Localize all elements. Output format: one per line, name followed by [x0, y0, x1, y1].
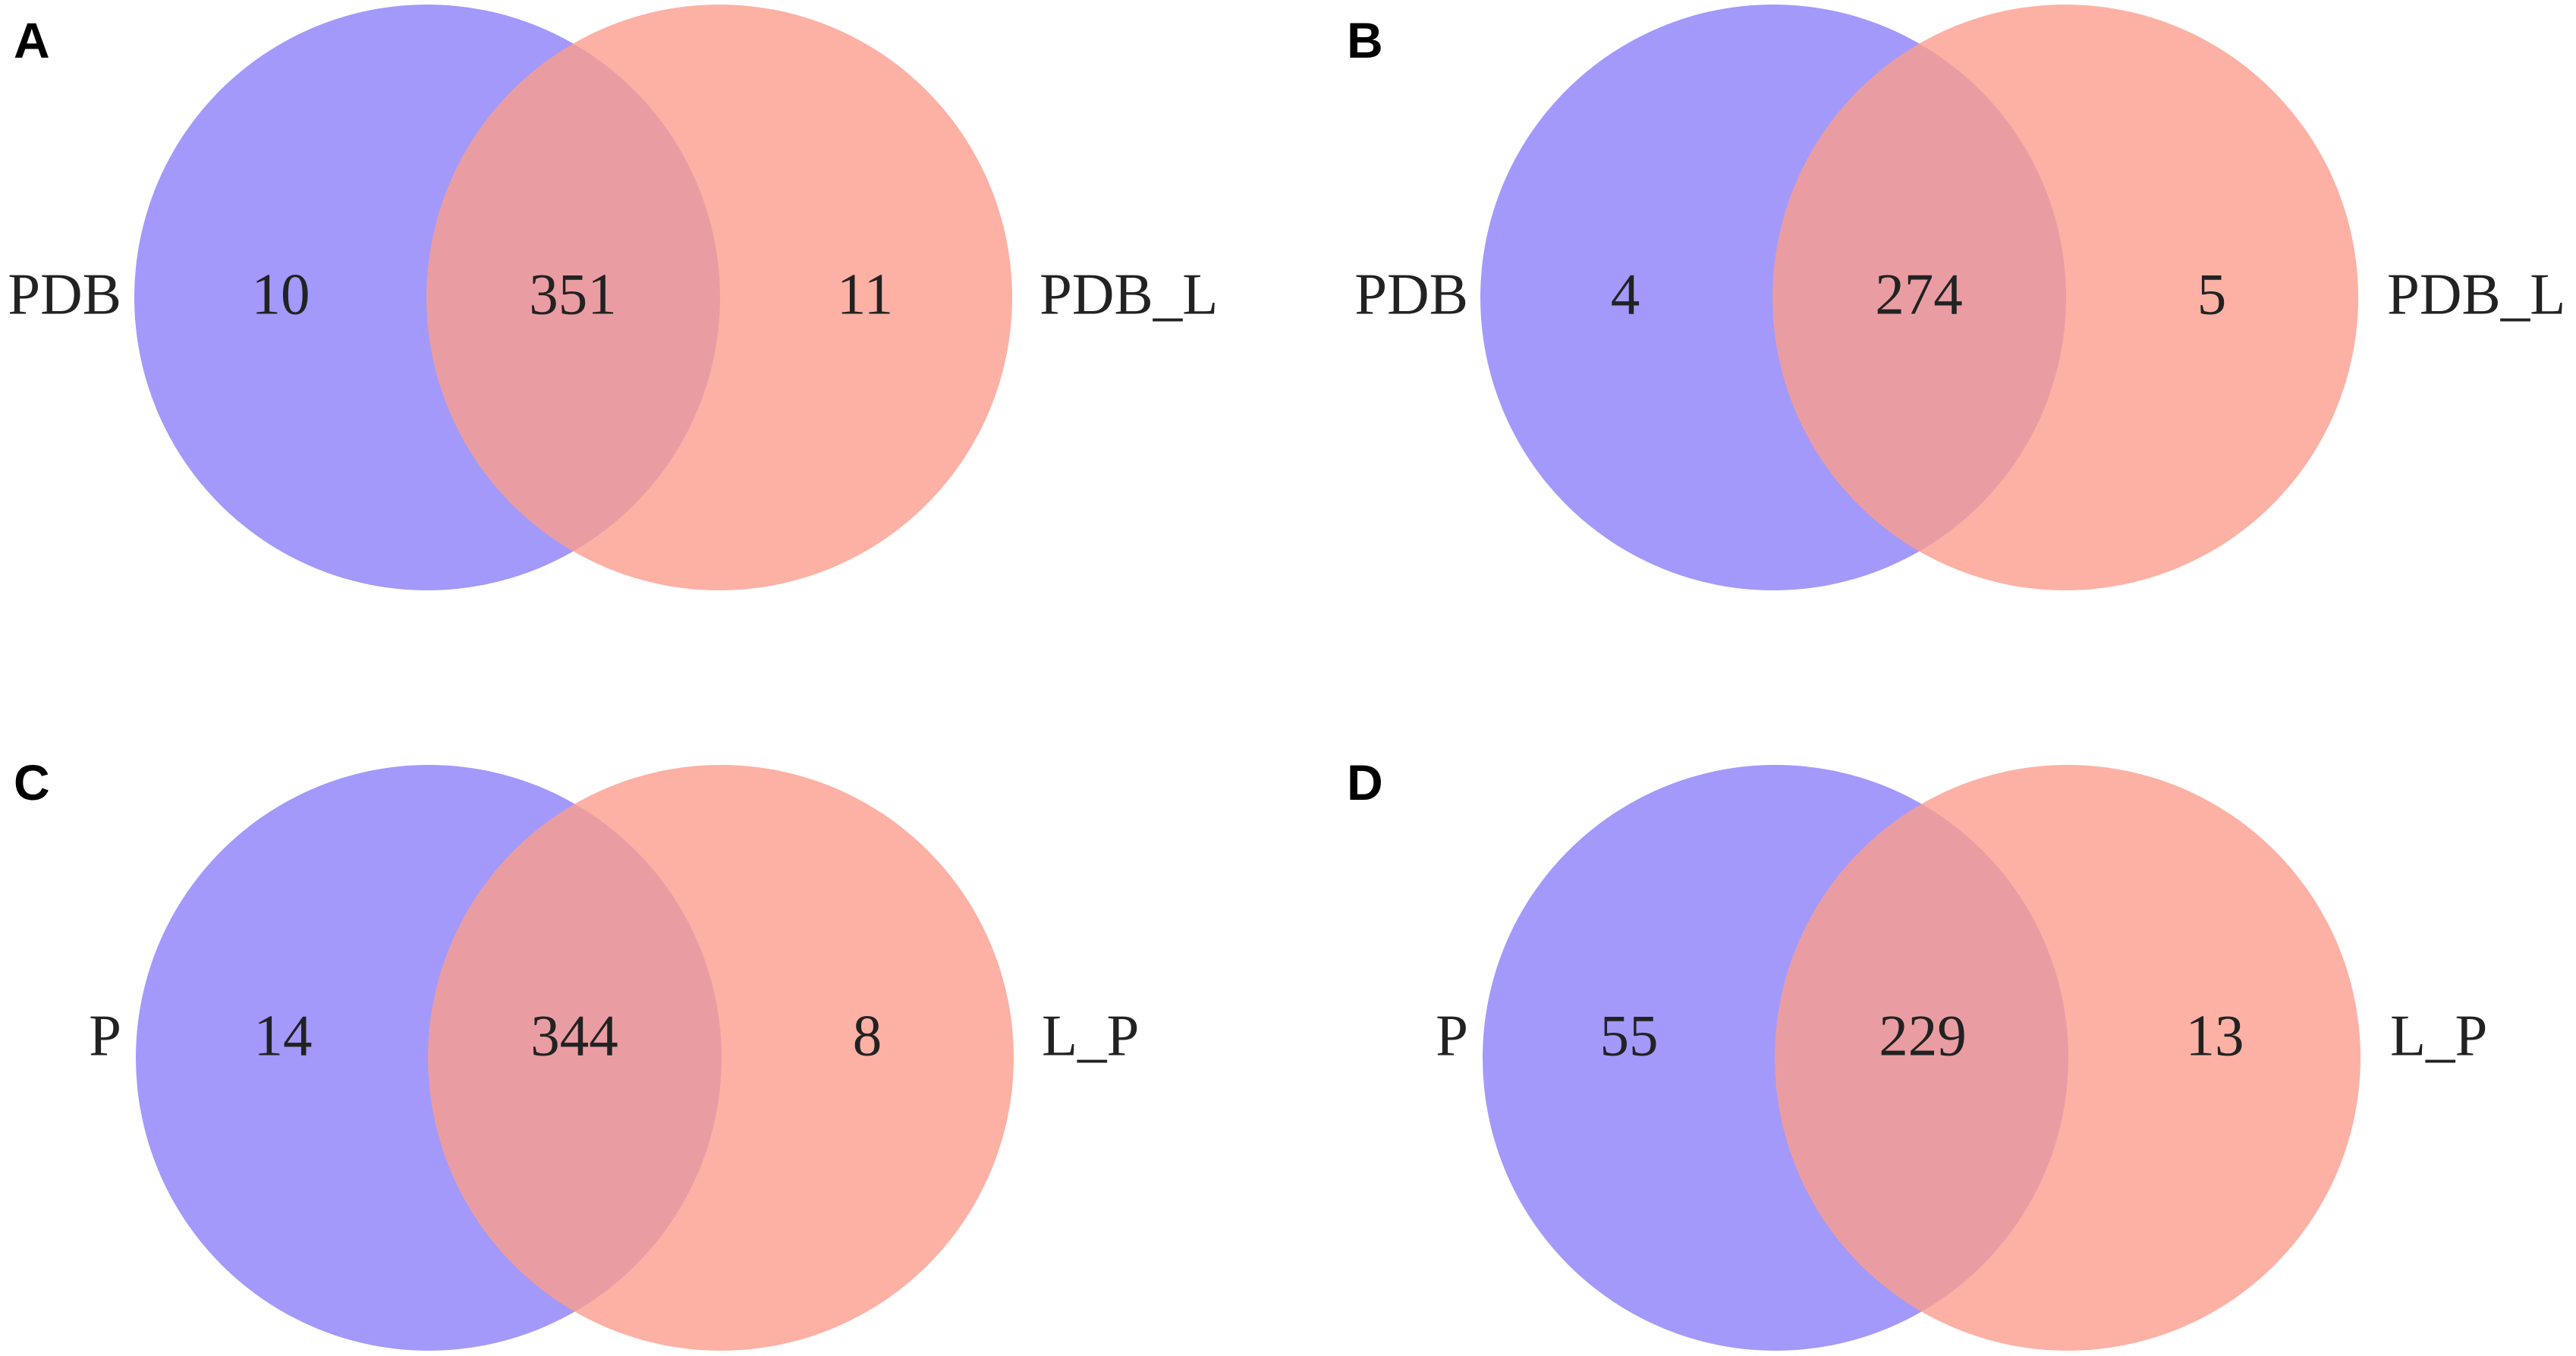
intersection-count: 344 — [530, 1003, 618, 1068]
intersection-count: 351 — [529, 262, 617, 327]
venn-panel-b: B PDB PDB_L 4 274 5 — [1347, 5, 2565, 590]
panel-letter: D — [1347, 754, 1383, 810]
left-only-count: 10 — [252, 262, 310, 327]
right-only-count: 13 — [2186, 1003, 2244, 1068]
venn-panel-a: A PDB PDB_L 10 351 11 — [8, 5, 1218, 590]
left-set-label: P — [89, 1003, 121, 1068]
left-set-label: PDB — [8, 262, 121, 327]
right-set-label: L_P — [2390, 1003, 2487, 1068]
left-only-count: 55 — [1600, 1003, 1659, 1068]
venn-panel-c: C P L_P 14 344 8 — [14, 754, 1139, 1351]
right-set-label: PDB_L — [1040, 262, 1218, 327]
left-set-label: P — [1436, 1003, 1468, 1068]
left-set-label: PDB — [1354, 262, 1468, 327]
right-only-count: 5 — [2197, 262, 2227, 327]
intersection-count: 229 — [1879, 1003, 1967, 1068]
right-set-label: PDB_L — [2387, 262, 2565, 327]
right-set-label: L_P — [1042, 1003, 1139, 1068]
left-only-count: 14 — [254, 1003, 313, 1068]
right-only-count: 11 — [837, 262, 893, 327]
venn-panel-d: D P L_P 55 229 13 — [1347, 754, 2487, 1351]
left-only-count: 4 — [1611, 262, 1640, 327]
right-set-circle — [428, 765, 1014, 1351]
right-set-circle — [1772, 5, 2358, 590]
panel-letter: A — [14, 12, 50, 68]
intersection-count: 274 — [1875, 262, 1963, 327]
panel-letter: C — [14, 754, 50, 810]
panel-letter: B — [1347, 12, 1383, 68]
right-only-count: 8 — [853, 1003, 882, 1068]
right-set-circle — [426, 5, 1012, 590]
right-set-circle — [1775, 765, 2361, 1351]
